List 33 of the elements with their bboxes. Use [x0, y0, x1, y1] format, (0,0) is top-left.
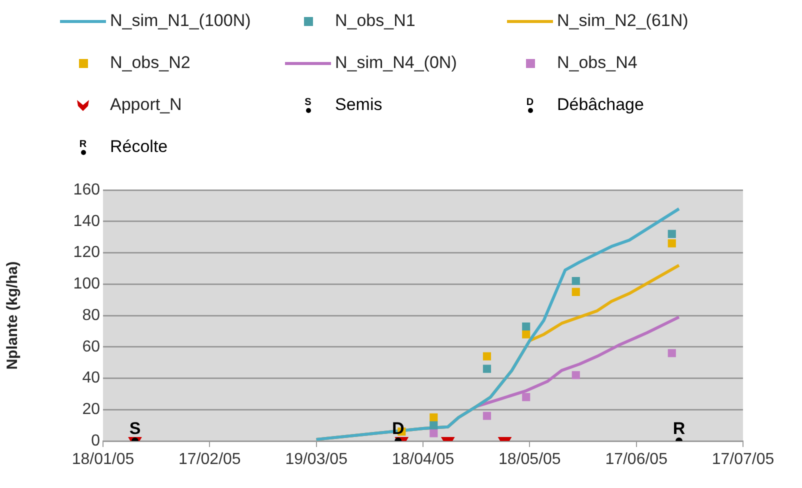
x-tick-label: 17/06/05 [605, 451, 668, 468]
legend-label: Apport_N [110, 95, 182, 115]
y-tick-label: 80 [82, 306, 100, 324]
text: D [526, 96, 534, 108]
y-tick-label: 160 [73, 181, 100, 198]
text: S [304, 96, 312, 108]
legend-label: N_sim_N1_(100N) [110, 11, 251, 31]
y-tick-label: 60 [82, 338, 100, 356]
legend-label: N_obs_N4 [557, 53, 638, 73]
legend-label: N_obs_N2 [110, 53, 190, 73]
legend-label: N_sim_N2_(61N) [557, 11, 688, 31]
y-tick-label: 0 [91, 432, 100, 450]
x-tick-label: 18/04/05 [392, 451, 454, 468]
x-tick-label: 18/01/05 [72, 451, 134, 468]
y-tick-label: 140 [73, 212, 100, 230]
x-tick-label: 18/05/05 [498, 451, 561, 468]
data-label: D [392, 419, 404, 438]
y-tick-label: 20 [82, 401, 100, 418]
legend-label: Récolte [110, 137, 168, 157]
y-axis-title: Nplante (kg/ha) [4, 261, 22, 370]
x-tick-label: 17/07/05 [712, 451, 774, 468]
x-tick-label: 17/02/05 [178, 451, 241, 468]
data-label: S [129, 419, 141, 438]
y-tick-label: 100 [73, 276, 100, 293]
legend-label: N_obs_N1 [335, 11, 416, 31]
y-tick-label: 40 [82, 370, 100, 387]
legend-label: Débâchage [557, 95, 644, 115]
legend-label: Semis [335, 95, 382, 115]
y-tick-label: 120 [73, 244, 100, 262]
text: R [79, 138, 87, 150]
legend-label: N_sim_N4_(0N) [335, 53, 457, 73]
data-label: R [672, 419, 686, 438]
x-tick-label: 19/03/05 [285, 451, 348, 468]
